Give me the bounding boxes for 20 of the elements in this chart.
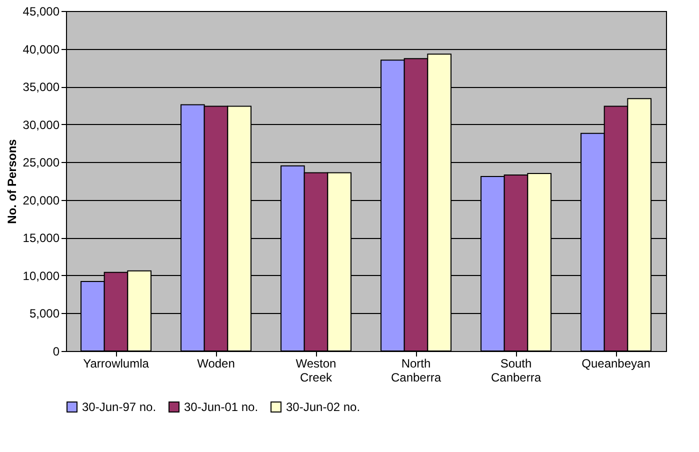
x-tick-label: Queanbeyan <box>582 356 650 370</box>
y-tick-label: 5,000 <box>29 306 60 321</box>
y-tick-label: 25,000 <box>22 156 60 170</box>
y-tick-label: 45,000 <box>22 4 60 18</box>
y-tick-label: 30,000 <box>22 118 60 132</box>
x-tick-label: North Canberra <box>390 356 442 384</box>
y-axis-title: No. of Persons <box>4 138 19 224</box>
y-tick-label: 15,000 <box>22 231 60 246</box>
x-tick-label: Woden <box>197 356 235 370</box>
x-tick-label: South Canberra <box>490 356 542 384</box>
x-tick-label: Yarrowlumla <box>83 356 150 370</box>
y-tick-label: 35,000 <box>22 80 60 94</box>
legend-label: 30-Jun-01 no. <box>184 400 258 414</box>
y-tick-label: 40,000 <box>22 42 60 56</box>
legend-label: 30-Jun-02 no. <box>286 400 360 414</box>
y-tick-label: 10,000 <box>22 268 60 283</box>
legend-label: 30-Jun-97 no. <box>82 400 156 414</box>
y-tick-label: 20,000 <box>22 193 60 208</box>
x-tick-label: Weston Creek <box>296 356 336 384</box>
y-tick-label: 0 <box>52 344 60 358</box>
